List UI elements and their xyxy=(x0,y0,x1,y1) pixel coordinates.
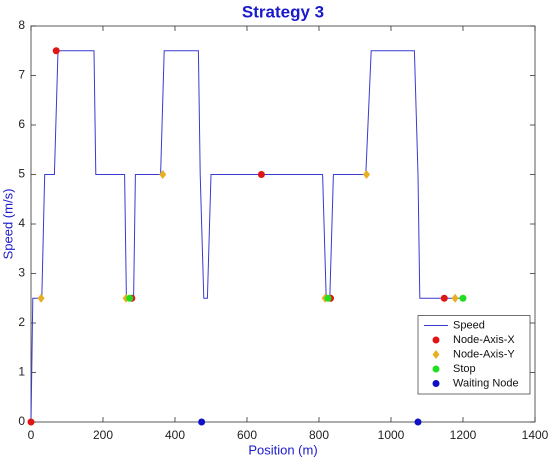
legend-swatch xyxy=(432,380,440,387)
y-tick-label: 8 xyxy=(18,18,25,32)
x-tick-label: 1200 xyxy=(450,428,477,442)
circle-marker xyxy=(324,294,332,302)
circle-marker xyxy=(440,294,448,302)
x-tick-label: 600 xyxy=(237,428,257,442)
legend-label: Node-Axis-X xyxy=(453,334,515,346)
x-axis-label: Position (m) xyxy=(248,442,317,457)
x-tick-label: 1400 xyxy=(522,428,549,442)
y-tick-label: 3 xyxy=(18,266,25,280)
diamond-marker xyxy=(37,293,45,303)
y-tick-label: 7 xyxy=(18,68,25,82)
legend-swatch xyxy=(432,350,440,359)
legend-label: Stop xyxy=(453,363,476,375)
speed-line xyxy=(30,50,463,423)
legend: Speed Node-Axis-X Node-Axis-Y Stop Waiting N… xyxy=(417,315,531,395)
legend-swatch xyxy=(432,365,440,373)
legend-label: Waiting Node xyxy=(453,377,519,389)
circle-marker xyxy=(198,418,206,426)
circle-marker xyxy=(52,47,60,55)
circle-marker xyxy=(27,418,35,426)
circle-marker xyxy=(257,171,265,178)
y-tick-label: 4 xyxy=(18,216,25,230)
y-axis-label: Speed (m/s) xyxy=(0,189,15,260)
y-tick-label: 1 xyxy=(18,365,25,379)
x-tick-label: 800 xyxy=(309,428,329,442)
diamond-marker xyxy=(451,293,459,303)
x-tick-label: 1000 xyxy=(378,428,405,442)
chart-title: Strategy 3 xyxy=(242,2,324,21)
y-tick-label: 6 xyxy=(18,117,25,131)
circle-marker xyxy=(459,294,467,302)
x-tick-label: 0 xyxy=(28,428,35,442)
diamond-marker xyxy=(159,170,167,179)
y-tick-label: 2 xyxy=(18,315,25,329)
x-tick-label: 200 xyxy=(93,428,113,442)
legend-label: Node-Axis-Y xyxy=(453,348,515,360)
circle-marker xyxy=(126,294,134,302)
circle-marker xyxy=(414,418,422,426)
legend-label: Speed xyxy=(453,319,485,331)
y-tick-label: 0 xyxy=(18,414,25,428)
x-tick-label: 400 xyxy=(165,428,185,442)
diamond-marker xyxy=(363,170,371,179)
y-tick-label: 5 xyxy=(18,167,25,181)
legend-swatch xyxy=(432,336,440,344)
